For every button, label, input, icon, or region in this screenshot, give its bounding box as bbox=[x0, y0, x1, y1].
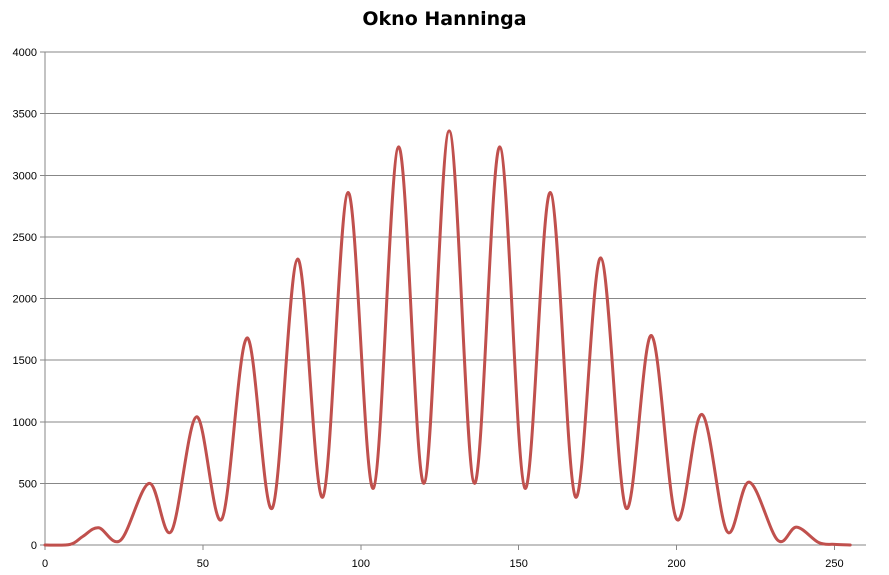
y-tick-label: 2500 bbox=[13, 232, 37, 244]
y-tick-label: 2000 bbox=[13, 294, 37, 306]
x-tick-label: 200 bbox=[667, 558, 685, 570]
x-tick-label: 100 bbox=[352, 558, 370, 570]
series-line bbox=[43, 129, 852, 547]
y-tick-label: 1500 bbox=[13, 355, 37, 367]
y-tick-label: 500 bbox=[19, 478, 37, 490]
y-tick-label: 1000 bbox=[13, 417, 37, 429]
y-tick-label: 0 bbox=[31, 540, 37, 552]
y-tick-label: 3500 bbox=[13, 109, 37, 121]
y-tick-label: 3000 bbox=[13, 170, 37, 182]
y-tick-label: 4000 bbox=[13, 47, 37, 59]
chart-title: Okno Hanninga bbox=[362, 8, 527, 30]
x-tick-label: 150 bbox=[509, 558, 527, 570]
x-tick-label: 250 bbox=[825, 558, 843, 570]
x-tick-label: 50 bbox=[197, 558, 209, 570]
x-tick-label: 0 bbox=[42, 558, 48, 570]
